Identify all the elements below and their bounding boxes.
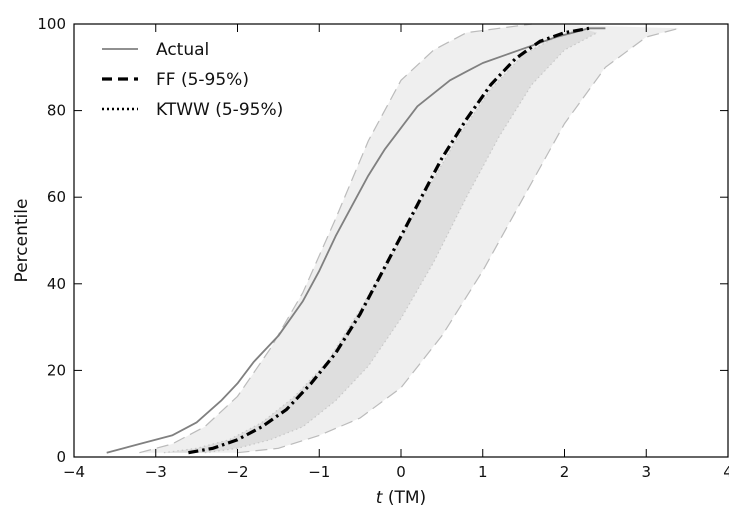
x-axis-label-units: (TM) xyxy=(382,488,426,508)
legend-label-0: Actual xyxy=(156,40,209,60)
y-axis-ticks: 0 20 40 60 80 100 xyxy=(37,15,728,466)
series-lines xyxy=(106,26,606,455)
confidence-bands xyxy=(139,23,680,454)
y-tick-label: 100 xyxy=(37,15,66,33)
x-tick-label: −2 xyxy=(226,463,248,481)
x-tick-label: −1 xyxy=(308,463,330,481)
x-tick-label: 1 xyxy=(478,463,488,481)
y-tick-label: 20 xyxy=(47,361,66,379)
x-axis-label: t (TM) xyxy=(376,488,426,508)
y-axis-label: Percentile xyxy=(12,199,32,283)
x-axis-ticks: −4 −3 −2 −1 0 1 2 3 4 xyxy=(63,24,729,481)
series-line-0 xyxy=(106,27,606,454)
x-axis-label-italic: t xyxy=(376,488,384,508)
x-tick-label: 2 xyxy=(560,463,570,481)
series-line-1 xyxy=(188,26,590,455)
y-tick-label: 60 xyxy=(47,188,66,206)
x-tick-label: −4 xyxy=(63,463,85,481)
x-tick-label: −3 xyxy=(145,463,167,481)
x-tick-label: 0 xyxy=(396,463,406,481)
y-tick-label: 40 xyxy=(47,275,66,293)
band-fill-1 xyxy=(163,28,598,453)
y-tick-label: 0 xyxy=(56,448,66,466)
legend-label-1: FF (5-95%) xyxy=(156,70,249,90)
x-tick-label: 4 xyxy=(723,463,729,481)
band-lower-edge-0 xyxy=(237,27,680,454)
x-tick-label: 3 xyxy=(641,463,651,481)
legend: Actual FF (5-95%) KTWW (5-95%) xyxy=(102,40,283,120)
band-upper-edge-1 xyxy=(163,27,582,454)
legend-label-2: KTWW (5-95%) xyxy=(156,100,283,120)
y-tick-label: 80 xyxy=(47,102,66,120)
